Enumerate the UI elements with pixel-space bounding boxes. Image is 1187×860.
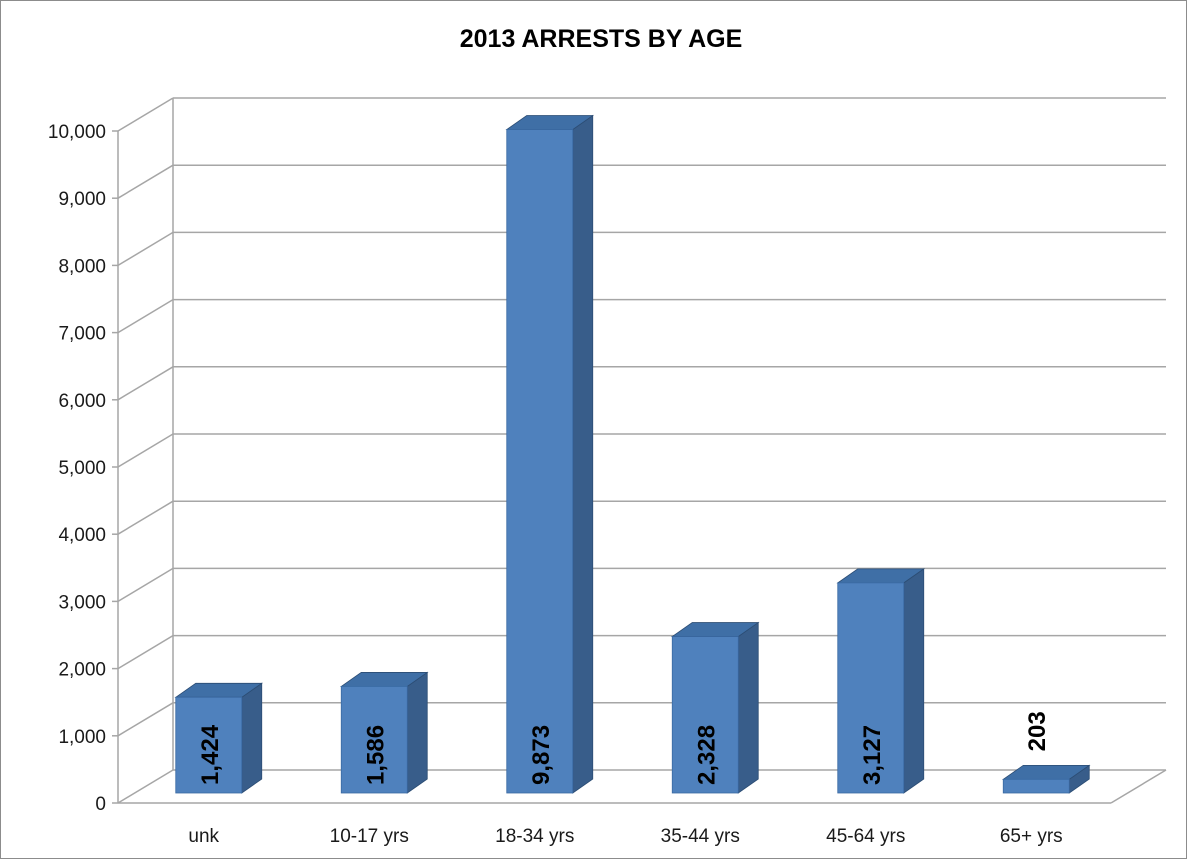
gridline bbox=[112, 231, 1166, 267]
data-label: 3,127 bbox=[859, 725, 886, 785]
bar bbox=[339, 671, 429, 794]
y-tick-label: 10,000 bbox=[48, 122, 106, 143]
x-tick-label: 35-44 yrs bbox=[661, 826, 740, 847]
floor-right-edge bbox=[1110, 769, 1167, 804]
y-tick-label: 1,000 bbox=[58, 727, 106, 748]
y-tick-label: 7,000 bbox=[58, 324, 106, 345]
gridline bbox=[112, 500, 1166, 535]
bars: 1,424 1,586 9,873 2,328 3,127 203 bbox=[174, 114, 1091, 794]
gridline bbox=[112, 702, 1166, 737]
gridlines bbox=[112, 97, 1166, 804]
gridline bbox=[112, 298, 1166, 334]
y-tick-label: 8,000 bbox=[58, 256, 106, 277]
gridline bbox=[112, 769, 1166, 804]
data-label: 9,873 bbox=[528, 725, 555, 785]
data-label: 2,328 bbox=[693, 725, 720, 785]
bar bbox=[836, 568, 926, 794]
bar bbox=[670, 621, 760, 794]
gridline bbox=[112, 164, 1166, 199]
gridline bbox=[112, 366, 1166, 401]
y-tick-label: 5,000 bbox=[58, 458, 106, 479]
data-label: 1,586 bbox=[362, 725, 389, 785]
y-tick-label: 4,000 bbox=[58, 525, 106, 546]
gridline bbox=[112, 433, 1166, 468]
chart-title: 2013 ARRESTS BY AGE bbox=[460, 25, 743, 53]
y-tick-label: 2,000 bbox=[58, 660, 106, 681]
x-tick-label: unk bbox=[188, 826, 219, 847]
x-tick-label: 45-64 yrs bbox=[826, 826, 905, 847]
gridline bbox=[112, 634, 1166, 670]
y-tick-label: 3,000 bbox=[58, 592, 106, 613]
bar bbox=[174, 682, 264, 794]
y-tick-label: 9,000 bbox=[58, 189, 106, 210]
x-tick-label: 18-34 yrs bbox=[495, 826, 574, 847]
x-tick-label: 65+ yrs bbox=[1000, 826, 1063, 847]
y-tick-label: 6,000 bbox=[58, 391, 106, 412]
gridline bbox=[112, 97, 1166, 132]
x-tick-label: 10-17 yrs bbox=[330, 826, 409, 847]
data-label: 1,424 bbox=[197, 724, 224, 785]
y-tick-label: 0 bbox=[95, 794, 106, 815]
bar bbox=[1001, 764, 1091, 794]
bar bbox=[505, 114, 595, 794]
y-axis-tick-labels: 0 1,000 2,000 3,000 4,000 5,000 6,000 7,000 8,00… bbox=[48, 122, 106, 815]
x-axis-category-labels: unk 10-17 yrs 18-34 yrs 35-44 yrs 45-64 yrs 6… bbox=[188, 826, 1062, 847]
chart-walls bbox=[117, 98, 1167, 804]
gridline bbox=[112, 567, 1166, 603]
data-label: 203 bbox=[1024, 711, 1051, 751]
